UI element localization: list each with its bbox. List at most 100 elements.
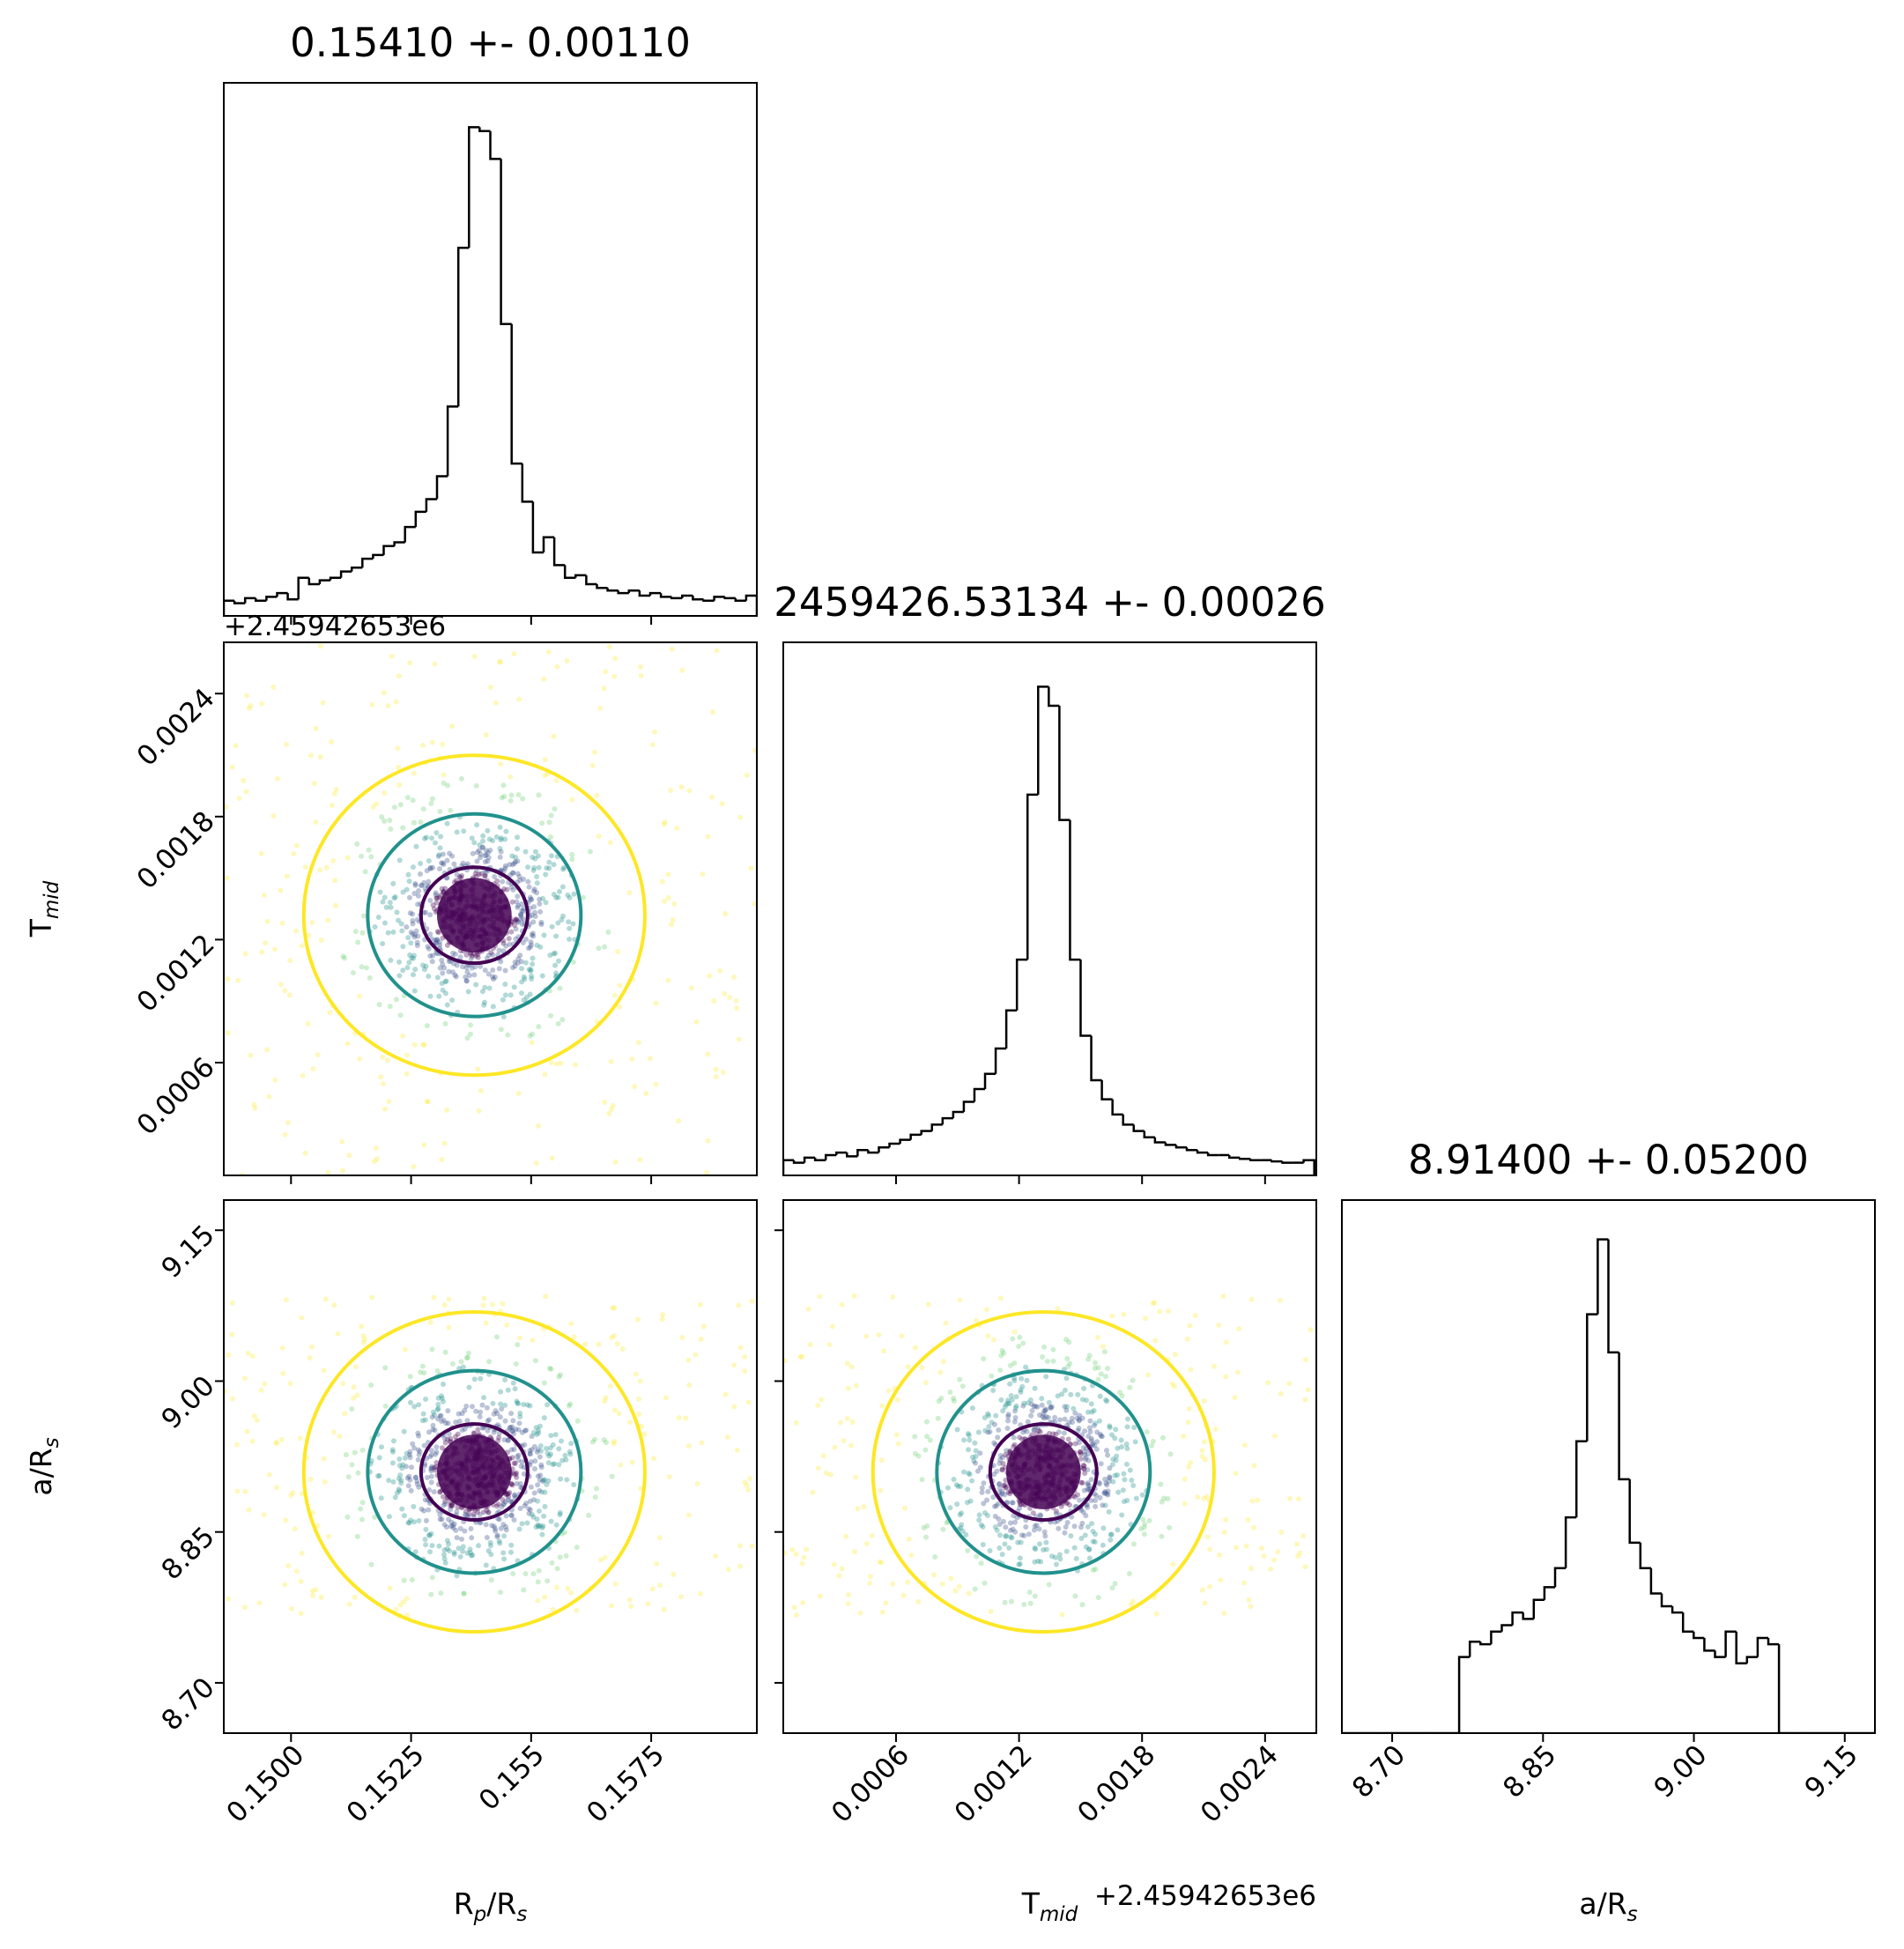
density-point [959,1522,965,1528]
density-point [1017,1561,1023,1567]
density-point [1110,1478,1116,1485]
density-point [442,1499,448,1505]
density-point [603,1395,609,1401]
density-point [509,1455,515,1461]
density-point [352,929,359,935]
panel-title: 0.15410 +- 0.00110 [290,19,691,66]
density-point [541,676,547,682]
density-point [516,1526,522,1532]
density-point [845,1385,851,1391]
density-point [375,914,382,920]
density-point [558,1060,564,1066]
density-point [967,1471,973,1478]
density-point [483,1320,489,1326]
density-point [522,1441,528,1448]
density-point [973,1460,979,1466]
density-point [985,1429,991,1435]
density-point [368,1561,374,1567]
density-point [474,849,480,856]
density-point [543,871,549,878]
density-point [502,1377,508,1383]
contour [366,811,583,1019]
density-point [817,1593,823,1599]
density-point [530,867,537,873]
density-point [629,1056,635,1062]
density-point [1092,1442,1098,1449]
density-point [454,962,460,968]
density-point [229,764,235,770]
density-point [1004,1425,1011,1431]
density-point [471,840,478,846]
density-point [442,1440,448,1446]
density-point [582,1341,589,1347]
density-point [429,959,435,965]
density-point [437,1413,443,1419]
density-point [444,820,450,826]
density-point [965,1486,971,1493]
density-point [996,1427,1002,1433]
density-point [1050,1431,1056,1437]
density-point [1050,1358,1056,1364]
density-point [742,1353,748,1360]
density-point [1099,1434,1105,1440]
density-point [953,1482,959,1488]
density-point [1249,1498,1256,1504]
density-point [965,1431,971,1437]
density-point [1202,1600,1208,1606]
density-point [972,1440,978,1446]
density-point [1085,1451,1092,1457]
histogram-bin [1079,960,1092,1037]
density-point [431,906,437,912]
density-point [1093,1503,1099,1509]
density-point [437,1516,443,1523]
density-point [752,747,757,753]
density-point [978,1560,984,1567]
density-point [554,1566,560,1572]
density-point [1008,1534,1014,1540]
density-point [1007,1528,1013,1534]
density-point [1085,1486,1091,1493]
density-point [699,1440,705,1446]
density-point [423,1542,429,1548]
histogram-bin [983,1072,996,1090]
density-point [273,1439,279,1445]
density-point [1069,1419,1075,1426]
histogram-bin [1249,1159,1262,1161]
density-point [964,1500,970,1506]
density-point [516,873,522,879]
density-point [283,1517,289,1523]
density-point [1064,1519,1071,1525]
density-point [379,814,385,820]
density-point [959,1528,966,1534]
density-point [855,1506,861,1512]
density-point [448,1519,455,1525]
density-point [550,1606,556,1612]
density-point [1048,1404,1055,1410]
density-point [286,992,293,998]
density-point [497,824,503,830]
density-point [1294,1541,1300,1547]
density-point [468,1550,474,1556]
density-point [465,1513,471,1519]
density-point [469,835,475,841]
density-point [530,1497,537,1503]
density-point [1027,1600,1033,1606]
histogram-bin [1500,1624,1513,1632]
density-point [653,1000,659,1006]
density-point [233,743,239,749]
histogram-bin [1777,1644,1790,1733]
density-point [594,1486,600,1492]
density-point [793,1419,799,1426]
density-point [1085,1409,1091,1415]
density-point [302,1150,308,1156]
density-point [996,1501,1002,1507]
density-point [466,1384,472,1390]
density-point [815,1402,821,1408]
density-point [496,1538,502,1544]
density-point [1039,1402,1045,1408]
density-point [568,1441,574,1447]
density-point [443,1524,449,1530]
density-point [485,849,491,856]
density-point [1109,1313,1115,1319]
histogram-bin [713,596,725,601]
